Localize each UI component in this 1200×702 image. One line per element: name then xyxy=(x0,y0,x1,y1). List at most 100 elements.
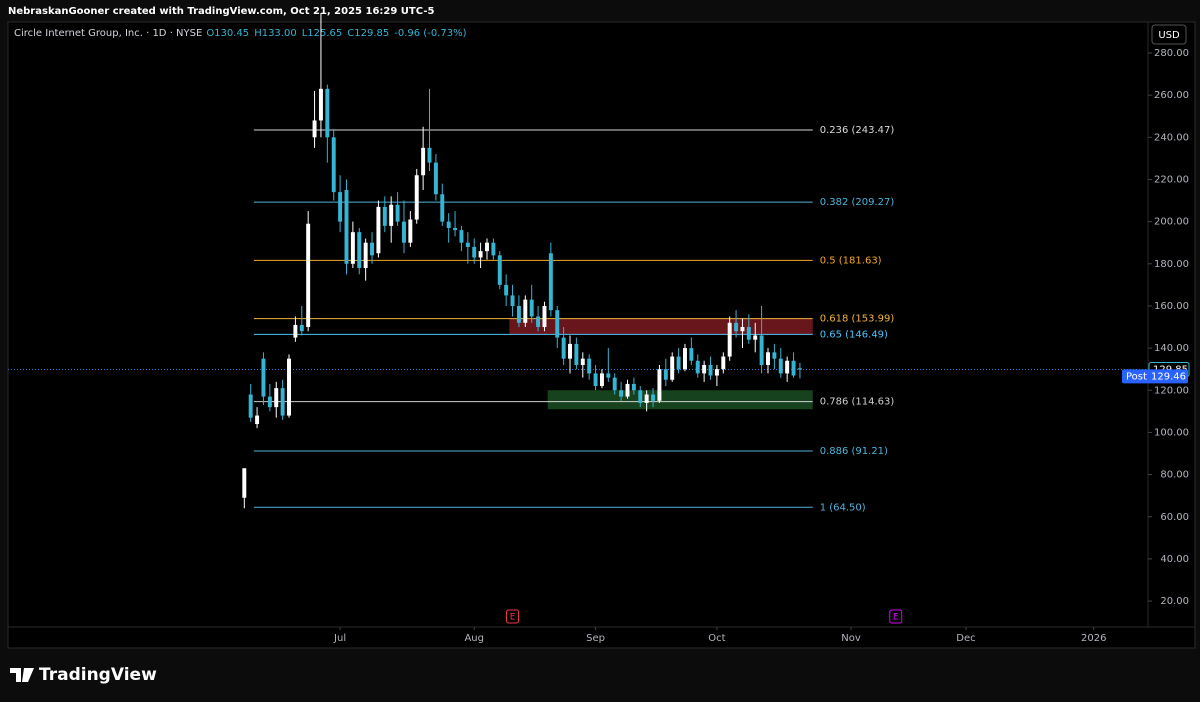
x-tick-label: Aug xyxy=(464,633,484,644)
ohlc-value: -0.96 (-0.73%) xyxy=(394,28,466,39)
fib-label: 0.618 (153.99) xyxy=(820,314,895,325)
candle-body xyxy=(427,147,432,163)
ohlc-value: L125.65 xyxy=(302,28,343,39)
candle-body xyxy=(682,348,687,370)
candle-body xyxy=(555,310,560,338)
y-tick-label: 240.00 xyxy=(1154,132,1189,143)
candle-body xyxy=(708,364,713,376)
ohlc-value: C129.85 xyxy=(347,28,389,39)
candle-body xyxy=(255,415,260,424)
candle-body xyxy=(312,120,317,138)
candle-body xyxy=(267,396,272,408)
candle-body xyxy=(421,147,426,176)
y-tick-label: 80.00 xyxy=(1160,470,1189,481)
candle-body xyxy=(759,335,764,365)
candle-body xyxy=(331,137,336,193)
candle-body xyxy=(644,394,649,403)
candle-body xyxy=(638,390,643,403)
candle-body xyxy=(536,316,541,328)
candle-body xyxy=(714,369,719,376)
ohlc-legend: O130.45 H133.00 L125.65 C129.85 -0.96 (-0.73… xyxy=(206,28,466,39)
candle-body xyxy=(440,194,445,222)
candle-body xyxy=(338,192,343,222)
candle-body xyxy=(753,335,758,340)
fib-label: 1 (64.50) xyxy=(820,502,866,513)
candle-body xyxy=(433,162,438,195)
candle-body xyxy=(746,327,751,340)
currency-box xyxy=(1151,24,1187,45)
event-label: E xyxy=(893,613,899,623)
candle-body xyxy=(376,206,381,254)
candle-body xyxy=(523,299,528,323)
candle-body xyxy=(766,352,770,365)
candle-body xyxy=(363,242,368,269)
candle-body xyxy=(382,206,387,226)
candle-body xyxy=(414,175,419,220)
post-box xyxy=(1122,369,1188,384)
candle-body xyxy=(542,305,547,328)
candle-body xyxy=(625,383,630,397)
candle-body xyxy=(459,230,464,243)
symbol-title: Circle Internet Group, Inc. · 1D · NYSE xyxy=(14,28,202,39)
candle-body xyxy=(778,358,783,374)
fib-label: 0.886 (91.21) xyxy=(820,446,888,457)
candle-body xyxy=(772,352,777,359)
fib-label: 0.786 (114.63) xyxy=(820,397,895,408)
candle-body xyxy=(389,204,394,226)
post-name: Post xyxy=(1126,371,1147,382)
logo-mark xyxy=(10,668,34,682)
candle-body xyxy=(721,356,726,370)
candle-body xyxy=(408,219,413,243)
ohlc-value: O130.45 xyxy=(206,28,249,39)
candle-body xyxy=(651,394,656,401)
y-tick-label: 140.00 xyxy=(1154,343,1189,354)
candle-body xyxy=(306,223,311,328)
candle-body xyxy=(587,358,592,374)
y-tick-label: 120.00 xyxy=(1154,385,1189,396)
candle-body xyxy=(274,388,279,408)
candle-body xyxy=(242,468,247,498)
event-marker xyxy=(889,609,903,624)
y-tick-label: 200.00 xyxy=(1154,217,1189,228)
y-tick-label: 220.00 xyxy=(1154,174,1189,185)
x-tick-label: Sep xyxy=(586,633,605,644)
candle-body xyxy=(663,369,668,380)
candle-body xyxy=(785,360,790,374)
candle-body xyxy=(676,356,681,370)
candle-body xyxy=(465,242,470,247)
candle-body xyxy=(791,360,796,376)
y-tick-label: 280.00 xyxy=(1154,48,1189,59)
candle-body xyxy=(516,305,521,323)
candle-body xyxy=(350,232,355,264)
x-tick-label: Oct xyxy=(708,633,725,644)
candle-body xyxy=(491,242,496,256)
candle-body xyxy=(280,388,285,416)
event-label: E xyxy=(510,613,516,623)
candle-body xyxy=(593,373,598,387)
candle-body xyxy=(568,343,572,359)
fib-label: 0.236 (243.47) xyxy=(820,125,895,136)
candle-body xyxy=(740,327,745,332)
candle-body xyxy=(734,322,739,332)
candle-body xyxy=(401,221,406,243)
y-tick-label: 20.00 xyxy=(1160,596,1189,607)
x-tick-label: Dec xyxy=(956,633,975,644)
candle-body xyxy=(485,242,489,252)
candle-body xyxy=(580,358,585,365)
brand-logo: TradingView xyxy=(10,665,157,685)
candle-body xyxy=(472,246,477,258)
candle-body xyxy=(318,88,323,121)
y-tick-label: 60.00 xyxy=(1160,512,1189,523)
candle-body xyxy=(599,373,604,387)
event-marker xyxy=(506,609,520,624)
candle-body xyxy=(497,255,502,285)
y-tick-label: 40.00 xyxy=(1160,554,1189,565)
brand: TradingView xyxy=(39,665,157,685)
chart-panel xyxy=(7,21,1196,649)
candle-body xyxy=(344,190,349,264)
candle-body xyxy=(504,284,509,296)
candle-body xyxy=(357,232,362,269)
candle-body xyxy=(446,221,451,228)
y-tick-label: 260.00 xyxy=(1154,90,1189,101)
